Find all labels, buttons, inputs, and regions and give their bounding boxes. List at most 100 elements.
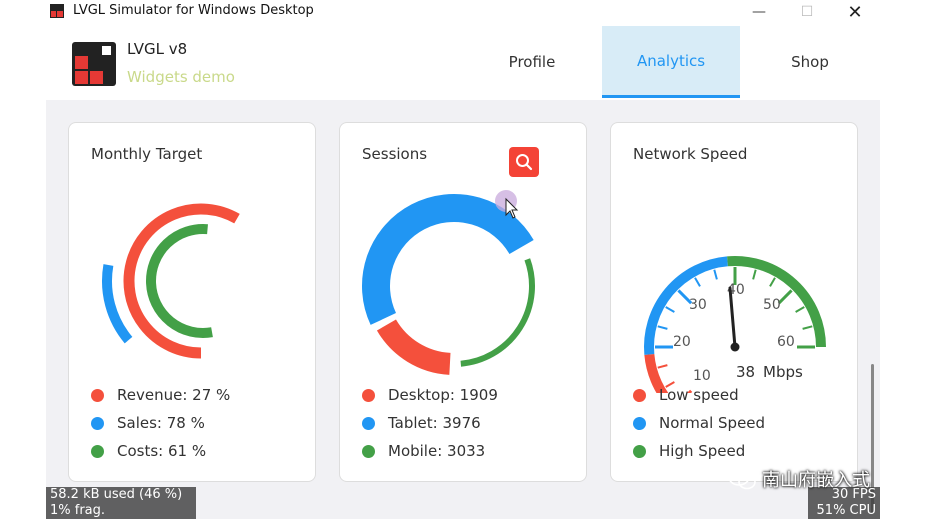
mobile-arc: [460, 258, 535, 367]
meter-scale-50: 50: [763, 297, 781, 313]
meter-tick: [657, 364, 668, 369]
app-name: LVGL v8: [127, 40, 188, 58]
tab-shop[interactable]: Shop: [741, 26, 879, 98]
meter-tick: [802, 325, 813, 330]
memory-frag-text: 1% frag.: [50, 503, 106, 518]
meter-tick: [694, 277, 701, 287]
network-speed-title: Network Speed: [633, 145, 748, 163]
close-button[interactable]: ✕: [832, 0, 878, 24]
meter-tick: [686, 389, 693, 393]
memory-monitor: 58.2 kB used (46 %) 1% frag.: [46, 487, 196, 519]
legend-dot-blue: [362, 416, 375, 430]
network-speed-card: Network Speed 10 20 30 40 50 60 38 Mbps …: [610, 122, 858, 482]
fps-text: 30 FPS: [831, 487, 876, 502]
meter-tick: [665, 381, 675, 388]
meter-scale-60: 60: [777, 334, 795, 350]
desktop-arc: [376, 319, 451, 375]
desktop-right: [880, 24, 929, 519]
meter-scale-10: 10: [693, 368, 711, 384]
app-subtitle: Widgets demo: [127, 68, 235, 86]
close-icon: ✕: [847, 1, 863, 23]
tablet-arc: [362, 194, 534, 325]
legend-costs: Costs: 61 %: [91, 441, 301, 461]
minimize-icon: —: [752, 4, 766, 20]
speed-meter: 10 20 30 40 50 60 38 Mbps: [644, 256, 826, 393]
meter-low-arc: [644, 353, 669, 393]
legend-desktop: Desktop: 1909: [362, 385, 572, 405]
legend-dot-red: [633, 388, 646, 402]
watermark: 南山府嵌入式: [728, 466, 870, 492]
maximize-icon: ☐: [800, 4, 814, 20]
legend-revenue-label: Revenue: 27 %: [117, 386, 231, 404]
tab-profile-label: Profile: [508, 53, 556, 71]
window-title: LVGL Simulator for Windows Desktop: [73, 3, 314, 18]
meter-tick: [777, 289, 793, 305]
minimize-button[interactable]: —: [736, 0, 782, 24]
legend-high-speed-label: High Speed: [659, 442, 746, 460]
legend-dot-red: [91, 388, 104, 402]
legend-dot-green: [91, 444, 104, 458]
legend-dot-green: [633, 444, 646, 458]
legend-sales: Sales: 78 %: [91, 413, 301, 433]
watermark-text: 南山府嵌入式: [762, 470, 870, 491]
sessions-card: Sessions Desktop: 1909 Tablet: 3976 Mo: [339, 122, 587, 482]
mouse-cursor-icon: [495, 190, 519, 219]
costs-arc: [146, 224, 213, 338]
legend-dot-green: [362, 444, 375, 458]
tab-analytics[interactable]: Analytics: [602, 26, 740, 98]
meter-tick: [665, 306, 675, 313]
meter-unit: Mbps: [763, 363, 803, 381]
maximize-button[interactable]: ☐: [784, 0, 830, 24]
meter-scale-20: 20: [673, 334, 691, 350]
meter-needle: [728, 286, 737, 349]
meter-value: 38: [736, 363, 755, 381]
legend-normal-speed-label: Normal Speed: [659, 414, 766, 432]
revenue-arc: [123, 203, 240, 359]
window-titlebar: LVGL Simulator for Windows Desktop — ☐ ✕: [0, 0, 929, 24]
wechat-icon: [728, 468, 756, 490]
legend-desktop-label: Desktop: 1909: [388, 386, 498, 404]
legend-dot-blue: [633, 416, 646, 430]
legend-tablet-label: Tablet: 3976: [388, 414, 481, 432]
app-header: LVGL v8 Widgets demo Profile Analytics S…: [46, 24, 880, 100]
sales-arc: [102, 264, 133, 344]
meter-tick: [713, 269, 718, 280]
meter-tick: [752, 269, 757, 280]
meter-high-arc: [727, 256, 826, 348]
monthly-target-arcs: [102, 203, 240, 359]
meter-tick: [795, 306, 805, 313]
vertical-scrollbar[interactable]: [871, 364, 874, 514]
meter-normal-arc: [644, 256, 729, 355]
legend-low-speed: Low speed: [633, 385, 843, 405]
memory-used-text: 58.2 kB used (46 %): [50, 487, 183, 502]
zoom-button[interactable]: [509, 147, 539, 177]
legend-tablet: Tablet: 3976: [362, 413, 572, 433]
sessions-donut: [362, 190, 535, 375]
sessions-title: Sessions: [362, 145, 428, 163]
tab-profile[interactable]: Profile: [463, 26, 601, 98]
app-window-icon: [50, 4, 64, 18]
legend-high-speed: High Speed: [633, 441, 843, 461]
legend-costs-label: Costs: 61 %: [117, 442, 207, 460]
search-icon: [516, 154, 533, 171]
legend-low-speed-label: Low speed: [659, 386, 739, 404]
cpu-text: 51% CPU: [816, 503, 876, 518]
legend-normal-speed: Normal Speed: [633, 413, 843, 433]
tab-analytics-label: Analytics: [636, 51, 706, 70]
meter-needle-pivot: [730, 342, 740, 352]
legend-dot-blue: [91, 416, 104, 430]
legend-mobile-label: Mobile: 3033: [388, 442, 486, 460]
meter-tick: [677, 289, 693, 305]
performance-monitor: 30 FPS 51% CPU: [808, 487, 880, 519]
desktop-left: [0, 24, 46, 519]
legend-dot-red: [362, 388, 375, 402]
meter-tick: [769, 277, 776, 287]
tab-shop-label: Shop: [791, 53, 829, 71]
lvgl-logo-icon: [72, 42, 116, 86]
meter-scale-30: 30: [689, 297, 707, 313]
legend-revenue: Revenue: 27 %: [91, 385, 301, 405]
app-client-area: LVGL v8 Widgets demo Profile Analytics S…: [46, 24, 880, 519]
meter-tick: [657, 325, 668, 330]
legend-sales-label: Sales: 78 %: [117, 414, 205, 432]
monthly-target-title: Monthly Target: [91, 145, 203, 163]
